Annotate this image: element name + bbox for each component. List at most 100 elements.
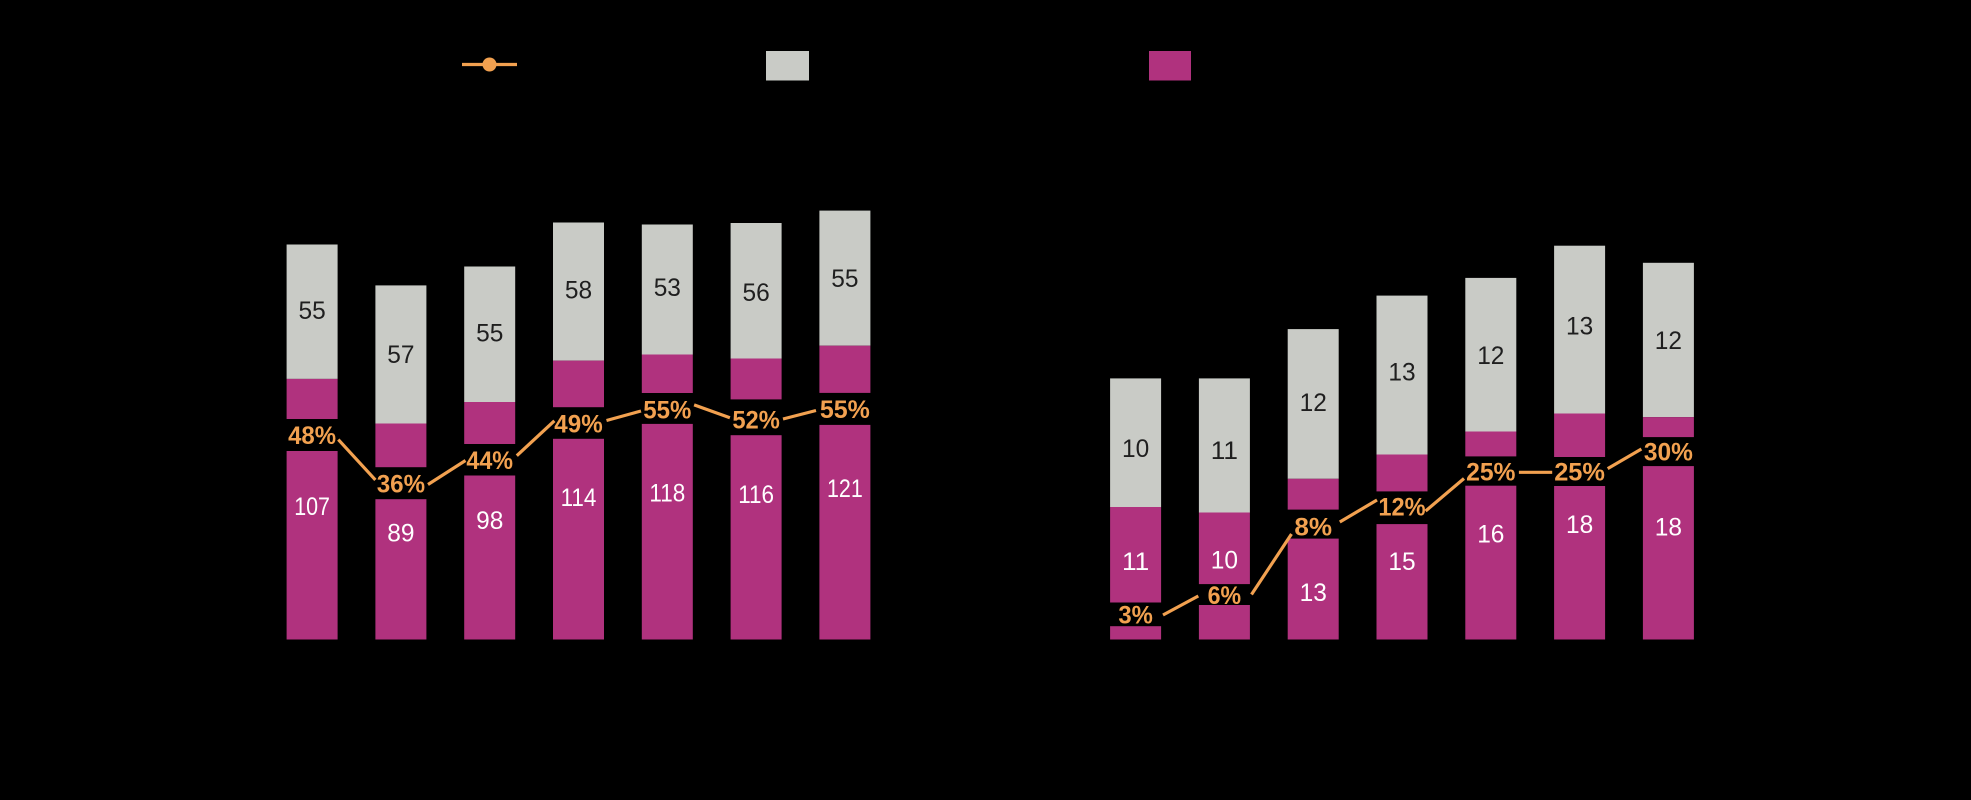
percent-label: 55% (820, 396, 870, 424)
bar-column-left-7 (819, 210, 871, 640)
magenta-value-label: 98 (476, 507, 503, 535)
magenta-value-label: 121 (827, 475, 863, 503)
magenta-segment-lower (553, 438, 604, 640)
magenta-value-label: 18 (1655, 513, 1682, 541)
gray-value-label: 13 (1388, 359, 1415, 387)
percent-label: 36% (377, 470, 425, 498)
magenta-value-label: 15 (1388, 548, 1415, 576)
magenta-segment-upper (1287, 478, 1339, 510)
percent-trend-line-segment (1606, 447, 1643, 470)
magenta-segment-upper (819, 345, 871, 393)
percent-trend-line-segment (693, 403, 731, 420)
magenta-segment-lower (1287, 538, 1339, 640)
gray-segment (1110, 378, 1162, 507)
percent-label: 12% (1378, 494, 1425, 522)
magenta-segment-upper (286, 378, 338, 419)
percent-trend-line-segment (1338, 498, 1378, 524)
gray-value-label: 55 (476, 320, 503, 348)
magenta-segment-upper (1642, 417, 1694, 438)
gray-segment (1198, 378, 1250, 513)
gray-segment (1287, 329, 1339, 479)
magenta-value-label: 114 (561, 484, 597, 512)
percent-label: 6% (1208, 582, 1242, 610)
percent-trend-line-segment (337, 438, 377, 481)
bar-column-left-6 (730, 223, 782, 640)
gray-value-label: 12 (1477, 342, 1504, 370)
gray-value-label: 56 (743, 279, 770, 307)
gray-segment (375, 285, 427, 424)
gray-segment (286, 244, 338, 379)
percent-label: 48% (288, 422, 336, 450)
gray-segment (1554, 245, 1606, 414)
bar-column-left-3 (464, 266, 516, 640)
bar-column-right-5 (1465, 277, 1517, 640)
magenta-segment-upper (1198, 512, 1250, 585)
magenta-series-swatch-icon (1149, 51, 1191, 81)
bar-column-left-5 (641, 224, 693, 640)
percent-trend-line-segment (1162, 594, 1200, 617)
right-stacked-bar-chart: 10 11 3% 11 10 6% 12 13 8% 13 15 12% 12 16 25% 13 18 25% 1… (1110, 245, 1694, 640)
gray-value-label: 57 (387, 341, 414, 369)
magenta-value-label: 116 (738, 481, 774, 509)
gray-value-label: 53 (654, 274, 681, 302)
gray-value-label: 55 (831, 265, 858, 293)
magenta-segment-lower (1554, 486, 1606, 640)
percent-trend-line-segment (1250, 533, 1293, 596)
bar-column-left-4 (553, 222, 604, 640)
legend (462, 51, 1191, 81)
gray-segment (641, 224, 693, 355)
magenta-segment-lower (375, 499, 427, 640)
gray-segment (464, 266, 516, 402)
bar-column-left-1 (286, 244, 338, 640)
magenta-segment-lower (286, 451, 338, 640)
bar-column-right-1 (1110, 378, 1162, 640)
percent-trend-line-segment (515, 419, 556, 457)
magenta-segment-upper (1110, 507, 1162, 603)
gray-value-label: 10 (1122, 435, 1149, 463)
percent-trend-line-segment (427, 459, 467, 486)
percent-label: 25% (1554, 459, 1605, 487)
magenta-value-label: 89 (387, 520, 414, 548)
percent-label: 44% (466, 447, 513, 475)
magenta-segment-upper (464, 402, 516, 444)
gray-segment (1465, 277, 1517, 432)
gray-value-label: 58 (565, 276, 592, 304)
gray-series-swatch-icon (766, 51, 809, 81)
gray-segment (730, 223, 782, 359)
bar-column-right-2 (1198, 378, 1250, 640)
magenta-segment-upper (1554, 413, 1606, 457)
left-stacked-bar-chart: 55 107 48% 57 89 36% 55 98 44% 58 114 49% 53 118 55% 56… (286, 210, 871, 640)
gray-value-label: 13 (1566, 313, 1593, 341)
gray-value-label: 55 (299, 297, 326, 325)
magenta-segment-upper (1376, 454, 1428, 492)
gray-value-label: 11 (1211, 437, 1238, 465)
magenta-segment-lower (1642, 466, 1694, 640)
bar-column-right-7 (1642, 262, 1694, 640)
magenta-segment-lower (464, 475, 516, 640)
magenta-segment-lower (641, 423, 693, 640)
magenta-segment-lower (1198, 605, 1250, 640)
magenta-segment-lower (819, 424, 871, 640)
percent-trend-line-segment (782, 408, 817, 421)
gray-segment (819, 210, 871, 346)
percent-label: 8% (1294, 513, 1332, 541)
magenta-segment-lower (1465, 485, 1517, 640)
magenta-segment-lower (730, 435, 782, 640)
percent-label: 49% (554, 410, 602, 438)
magenta-value-label: 11 (1122, 548, 1149, 576)
magenta-value-label: 107 (294, 493, 330, 521)
magenta-segment-upper (641, 354, 693, 393)
magenta-segment-upper (730, 358, 782, 400)
magenta-segment-lower (1110, 626, 1162, 640)
gray-segment (553, 222, 604, 361)
magenta-value-label: 118 (649, 479, 685, 507)
percent-line-marker-icon (462, 57, 517, 72)
gray-segment (1642, 262, 1694, 418)
magenta-segment-lower (1376, 524, 1428, 640)
magenta-value-label: 16 (1477, 521, 1504, 549)
magenta-segment-upper (375, 423, 427, 468)
bar-column-left-2 (375, 285, 427, 640)
percent-label: 55% (643, 397, 691, 425)
bar-column-right-6 (1554, 245, 1606, 640)
